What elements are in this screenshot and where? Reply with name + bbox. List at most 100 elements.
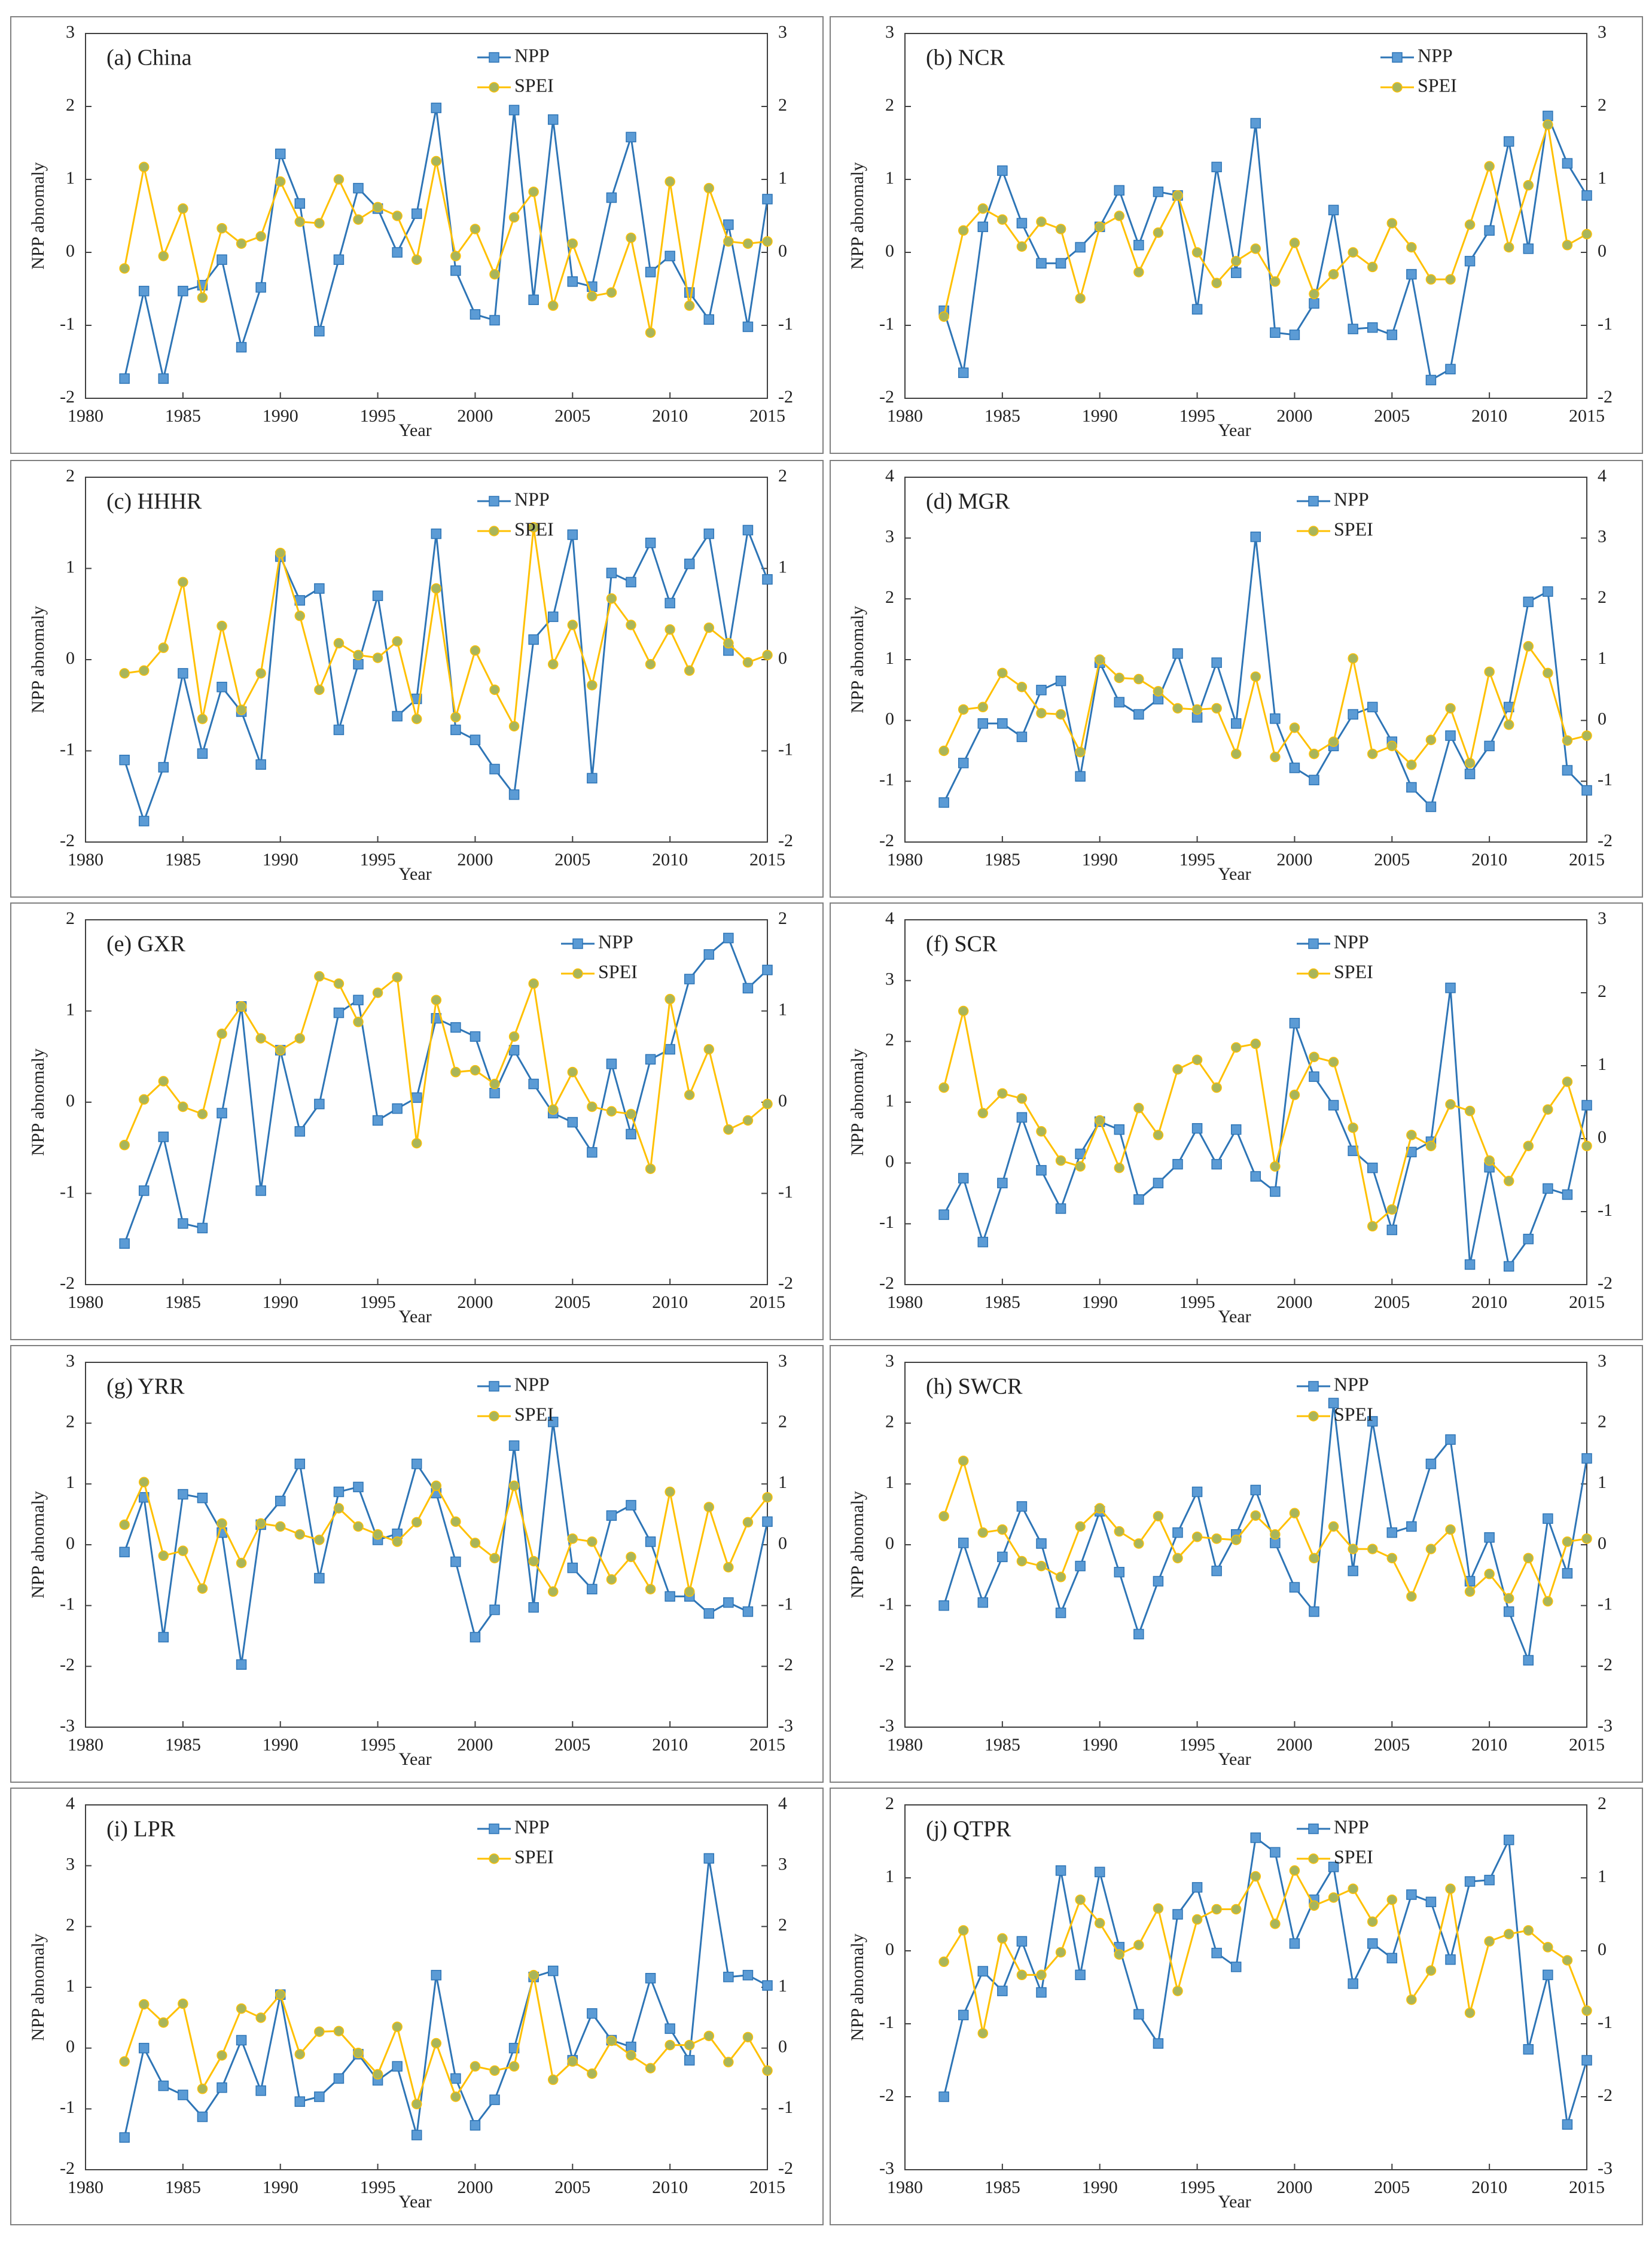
spei-point: [626, 2050, 636, 2061]
npp-point: [197, 1222, 208, 1234]
npp-point: [1055, 258, 1066, 269]
spei-point: [1581, 2005, 1592, 2016]
spei-point: [958, 1005, 969, 1017]
npp-point: [1114, 1124, 1125, 1135]
npp-point: [1562, 1189, 1573, 1200]
spei-series: [938, 1455, 1592, 1607]
legend-npp-marker: [489, 1381, 499, 1392]
npp-point: [567, 1562, 578, 1573]
npp-point: [1406, 1889, 1417, 1900]
legend-spei-label: SPEI: [598, 960, 638, 982]
spei-point: [275, 1521, 286, 1532]
spei-point: [665, 2039, 675, 2051]
spei-series: [119, 1969, 773, 2109]
npp-point: [236, 1659, 247, 1670]
npp-point: [1133, 1194, 1144, 1205]
spei-point: [528, 978, 539, 989]
npp-point: [1386, 1527, 1398, 1538]
x-axis-tick-label: 1980: [887, 406, 923, 426]
x-axis-tick-label: 1980: [887, 1735, 923, 1755]
spei-series: [119, 971, 773, 1175]
x-axis-tick-label: 2015: [1569, 2177, 1605, 2197]
x-axis-tick-label: 2000: [457, 1292, 493, 1312]
legend-spei-marker: [572, 968, 583, 979]
spei-point: [1153, 227, 1164, 238]
npp-point: [742, 524, 754, 536]
npp-point: [703, 314, 715, 325]
spei-point: [372, 2069, 383, 2080]
right-axis-tick-label: 3: [1598, 527, 1607, 547]
spei-point: [1016, 241, 1028, 252]
spei-point: [1016, 1093, 1028, 1104]
spei-point: [1328, 1521, 1339, 1532]
spei-point: [1562, 1536, 1573, 1547]
right-axis-tick-label: 0: [778, 1533, 787, 1553]
chart-panel: -2 -1 0 1 2 3 4 -2 -1 0 1 2 3 1980 1985 1990 1995 2000 200…: [830, 902, 1643, 1340]
npp-point: [762, 574, 773, 585]
spei-point: [1191, 1054, 1203, 1065]
left-axis-tick-label: 3: [66, 22, 75, 42]
spei-point: [703, 2030, 715, 2042]
npp-point: [217, 1108, 227, 1119]
spei-series: [938, 119, 1592, 322]
legend-npp-marker: [489, 496, 499, 507]
right-axis-tick-label: 2: [1598, 95, 1607, 115]
legend-npp-marker: [1308, 1823, 1319, 1834]
x-axis-label: Year: [398, 420, 431, 440]
npp-point: [158, 2080, 169, 2091]
x-axis-tick-label: 2010: [652, 406, 688, 426]
npp-point: [1075, 242, 1086, 253]
spei-point: [567, 1066, 578, 1078]
legend-npp-marker: [1308, 938, 1319, 949]
spei-point: [1133, 267, 1144, 277]
legend: NPP SPEI: [1380, 44, 1457, 96]
spei-point: [1581, 1533, 1592, 1544]
x-axis-label: Year: [398, 1749, 431, 1769]
spei-point: [723, 638, 734, 649]
spei-point: [587, 1101, 598, 1112]
left-axis-tick-label: 0: [885, 1939, 894, 1959]
left-axis-tick-label: -2: [879, 1273, 894, 1293]
npp-point: [1503, 1834, 1514, 1846]
spei-point: [508, 721, 520, 732]
chart-panel: -2 -1 0 1 2 3 4 -2 -1 0 1 2 3 4 1980 1985 1990 1995 2000 20…: [10, 1788, 824, 2225]
spei-point: [1133, 673, 1144, 685]
spei-point: [587, 679, 598, 691]
spei-point: [158, 2017, 169, 2028]
left-axis-tick-label: -2: [879, 2085, 894, 2105]
npp-point: [1445, 730, 1456, 741]
spei-point: [1406, 760, 1417, 770]
npp-point: [1445, 1954, 1456, 1965]
spei-point: [489, 1553, 500, 1564]
npp-point: [1367, 1938, 1378, 1949]
legend: NPP SPEI: [477, 44, 554, 96]
npp-point: [470, 1631, 481, 1643]
legend-spei-label: SPEI: [1334, 518, 1373, 539]
chart-panel: -2 -1 0 1 2 3 4 -2 -1 0 1 2 3 4 1980 1985 1990 1995 2000 20…: [830, 460, 1643, 898]
spei-point: [508, 2061, 520, 2072]
x-axis-tick-label: 2005: [1374, 1292, 1410, 1312]
spei-point: [275, 1989, 286, 2000]
npp-point: [119, 1238, 130, 1249]
npp-point: [1543, 1183, 1553, 1194]
spei-point: [470, 1538, 481, 1548]
spei-point: [178, 1998, 188, 2009]
spei-point: [997, 667, 1008, 679]
panel-frame: [830, 1345, 1643, 1783]
spei-point: [1230, 255, 1242, 267]
legend-spei-marker: [1308, 1411, 1319, 1422]
right-axis-tick-label: 1: [778, 557, 787, 577]
x-axis-tick-label: 2005: [1374, 406, 1410, 426]
spei-point: [1230, 1904, 1242, 1915]
npp-point: [528, 1078, 539, 1090]
left-axis-tick-label: 1: [885, 648, 894, 668]
npp-point: [938, 2091, 949, 2102]
spei-point: [1503, 719, 1514, 730]
spei-point: [1503, 1929, 1514, 1939]
y-axis-label: NPP abnomaly: [848, 1048, 867, 1156]
npp-point: [353, 658, 364, 670]
npp-point: [645, 267, 656, 277]
npp-point: [197, 1492, 208, 1503]
x-axis-label: Year: [398, 864, 431, 884]
spei-point: [762, 1099, 773, 1109]
